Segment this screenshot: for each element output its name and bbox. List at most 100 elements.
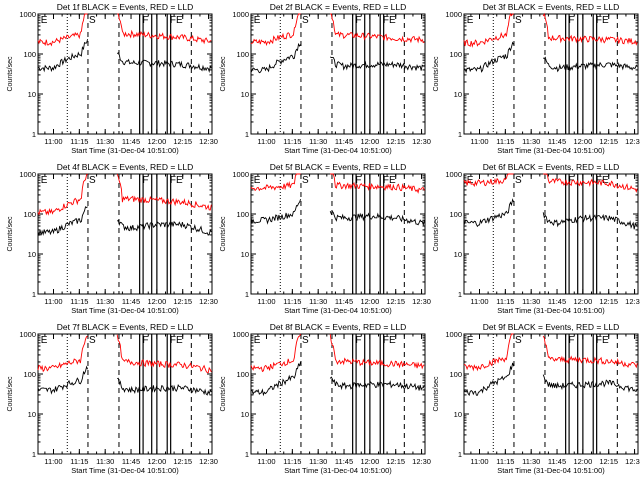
x-tick-label: 12:00 xyxy=(573,297,592,306)
detector-panel-6: Det 6f BLACK = Events, RED = LLD 1 10 100 10… xyxy=(433,162,640,315)
event-marker-label: E xyxy=(254,175,261,186)
y-tick-label: 100 xyxy=(23,370,36,379)
y-tick-label: 1000 xyxy=(19,10,36,19)
x-tick-label: 12:30 xyxy=(412,137,431,146)
y-tick-label: 10 xyxy=(28,410,36,419)
y-tick-label: 100 xyxy=(23,50,36,59)
y-tick-label: 1 xyxy=(458,450,462,459)
plot-frame xyxy=(463,333,639,455)
x-tick-label: 11:15 xyxy=(70,137,88,146)
x-tick-label: 11:00 xyxy=(44,457,62,466)
panel-title: Det 2f BLACK = Events, RED = LLD xyxy=(270,2,407,12)
y-tick-label: 100 xyxy=(449,370,462,379)
x-tick-label: 11:00 xyxy=(257,457,275,466)
event-marker-label: S xyxy=(89,335,96,346)
x-tick-label: 11:30 xyxy=(522,297,540,306)
x-tick-label: 11:30 xyxy=(522,137,540,146)
series-line-black xyxy=(37,38,212,73)
event-marker-label: FE xyxy=(383,335,396,346)
y-tick-label: 1000 xyxy=(19,170,36,179)
event-marker-label: F xyxy=(568,335,574,346)
series-line-red xyxy=(250,333,425,373)
event-marker-label: F xyxy=(355,15,361,26)
y-tick-label: 1000 xyxy=(445,330,462,339)
x-tick-label: 11:15 xyxy=(283,137,301,146)
panel-title: Det 7f BLACK = Events, RED = LLD xyxy=(57,322,194,332)
panel-title: Det 4f BLACK = Events, RED = LLD xyxy=(57,162,194,172)
x-tick-label: 11:45 xyxy=(548,297,566,306)
x-axis-label: Start Time (31-Dec-04 10:51:00) xyxy=(71,466,179,475)
y-tick-label: 10 xyxy=(241,410,249,419)
event-marker-label: F xyxy=(142,335,148,346)
event-marker-label: F xyxy=(355,335,361,346)
x-tick-label: 12:00 xyxy=(360,457,379,466)
x-tick-label: 11:00 xyxy=(470,457,488,466)
event-marker-label: F xyxy=(568,15,574,26)
y-tick-label: 100 xyxy=(449,210,462,219)
y-axis-label: Counts/sec xyxy=(433,376,440,412)
plot-frame xyxy=(37,13,213,135)
panel-title: Det 5f BLACK = Events, RED = LLD xyxy=(270,162,407,172)
event-marker-label: S xyxy=(302,175,309,186)
x-tick-label: 12:00 xyxy=(147,137,166,146)
x-tick-label: 11:15 xyxy=(70,457,88,466)
y-tick-label: 1 xyxy=(32,130,36,139)
y-axis-label: Counts/sec xyxy=(433,56,440,92)
y-tick-label: 10 xyxy=(454,90,462,99)
x-tick-label: 11:45 xyxy=(335,297,353,306)
y-tick-label: 100 xyxy=(236,210,249,219)
series-line-red xyxy=(463,12,638,48)
y-tick-label: 1 xyxy=(458,290,462,299)
x-tick-label: 12:15 xyxy=(173,297,192,306)
plot-frame xyxy=(250,13,426,135)
event-marker-label: F xyxy=(142,15,148,26)
x-tick-label: 11:00 xyxy=(470,297,488,306)
y-axis-label: Counts/sec xyxy=(220,376,227,412)
y-tick-label: 1000 xyxy=(232,10,249,19)
x-tick-label: 11:45 xyxy=(548,457,566,466)
x-tick-label: 12:00 xyxy=(573,457,592,466)
event-marker-label: E xyxy=(467,15,474,26)
y-tick-label: 1 xyxy=(245,290,249,299)
x-tick-label: 12:30 xyxy=(199,137,218,146)
series-line-black xyxy=(463,198,638,230)
y-tick-label: 100 xyxy=(449,50,462,59)
x-tick-label: 12:15 xyxy=(599,457,618,466)
x-tick-label: 11:00 xyxy=(257,137,275,146)
x-tick-label: 11:45 xyxy=(122,137,140,146)
x-tick-label: 11:45 xyxy=(122,297,140,306)
x-axis-label: Start Time (31-Dec-04 10:51:00) xyxy=(71,306,179,315)
x-axis-label: Start Time (31-Dec-04 10:51:00) xyxy=(497,306,605,315)
x-tick-label: 12:00 xyxy=(360,297,379,306)
x-tick-label: 12:30 xyxy=(412,457,431,466)
plot-frame xyxy=(37,173,213,295)
x-axis-label: Start Time (31-Dec-04 10:51:00) xyxy=(284,306,392,315)
x-tick-label: 12:00 xyxy=(360,137,379,146)
event-marker-label: FE xyxy=(596,335,609,346)
panel-title: Det 3f BLACK = Events, RED = LLD xyxy=(483,2,620,12)
series-line-red xyxy=(463,173,638,193)
x-tick-label: 12:15 xyxy=(599,297,618,306)
y-tick-label: 10 xyxy=(241,90,249,99)
y-axis-label: Counts/sec xyxy=(433,216,440,252)
x-tick-label: 12:15 xyxy=(386,297,405,306)
event-marker-label: FE xyxy=(383,175,396,186)
x-axis-label: Start Time (31-Dec-04 10:51:00) xyxy=(497,466,605,475)
x-tick-label: 12:15 xyxy=(599,137,618,146)
series-line-red xyxy=(37,13,212,47)
x-tick-label: 11:30 xyxy=(309,297,327,306)
series-line-red xyxy=(463,333,638,372)
x-axis-label: Start Time (31-Dec-04 10:51:00) xyxy=(284,466,392,475)
detector-panel-8: Det 8f BLACK = Events, RED = LLD 1 10 100 10… xyxy=(220,322,431,475)
x-tick-label: 11:00 xyxy=(44,297,62,306)
event-marker-label: E xyxy=(467,335,474,346)
x-tick-label: 12:15 xyxy=(386,137,405,146)
x-tick-label: 12:00 xyxy=(147,297,166,306)
event-marker-label: S xyxy=(515,335,522,346)
y-axis-label: Counts/sec xyxy=(220,216,227,252)
series-line-black xyxy=(37,365,212,396)
y-axis-label: Counts/sec xyxy=(7,56,14,92)
y-tick-label: 1 xyxy=(32,450,36,459)
y-tick-label: 1 xyxy=(32,290,36,299)
